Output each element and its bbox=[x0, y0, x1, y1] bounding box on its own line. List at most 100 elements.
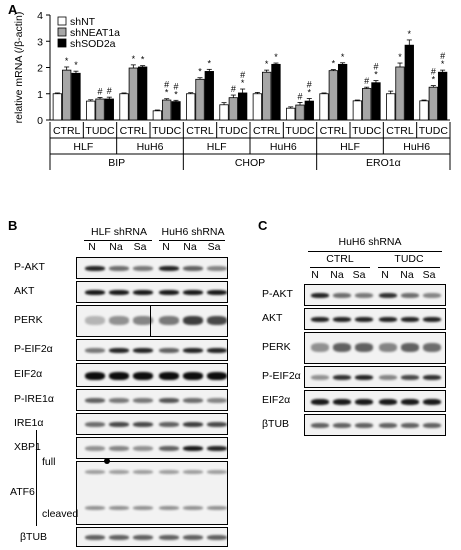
significance-mark: * bbox=[374, 70, 378, 80]
panel-b-band bbox=[109, 446, 129, 451]
panel-b-band bbox=[85, 470, 105, 474]
panel-b-band bbox=[207, 446, 227, 451]
panel-b-blot-row bbox=[76, 281, 228, 303]
panel-b-band bbox=[183, 290, 203, 295]
panel-b-blot-row bbox=[76, 339, 228, 361]
significance-mark: * bbox=[241, 78, 245, 88]
bar bbox=[162, 99, 172, 121]
significance-mark: * bbox=[398, 52, 402, 62]
bar bbox=[52, 93, 63, 121]
bar bbox=[219, 104, 229, 121]
panel-b-band bbox=[133, 372, 153, 380]
panel-b-band bbox=[133, 446, 153, 451]
panel-c-band bbox=[311, 375, 329, 380]
panel-b-band bbox=[85, 506, 105, 510]
panel-c-blot-row bbox=[304, 332, 446, 364]
panel-b-band bbox=[133, 535, 153, 540]
panel-b-band bbox=[109, 348, 129, 353]
panel-c-band bbox=[355, 317, 373, 322]
significance-mark: * bbox=[198, 67, 202, 77]
cond-label: TUDC bbox=[419, 125, 449, 137]
cond-label: TUDC bbox=[219, 125, 249, 137]
bar bbox=[152, 110, 163, 121]
panel-b-group2-line bbox=[159, 240, 225, 241]
panel-b-band bbox=[207, 506, 227, 510]
panel-b-blot-row bbox=[76, 437, 228, 459]
panel-b-blot-row bbox=[76, 257, 228, 279]
panel-c-band bbox=[379, 375, 397, 380]
panel-c-row-label: EIF2α bbox=[262, 394, 291, 406]
legend-label: shNT bbox=[70, 16, 96, 28]
panel-b-band bbox=[85, 535, 105, 540]
panel-b-row-label: IRE1α bbox=[14, 417, 44, 429]
panel-b-band bbox=[109, 470, 129, 474]
panel-b-band bbox=[85, 372, 105, 380]
cond-label: CTRL bbox=[120, 125, 148, 137]
panel-b-row-label: PERK bbox=[14, 314, 43, 326]
panel-c-band bbox=[311, 293, 329, 298]
panel-b-blot-row bbox=[76, 389, 228, 411]
panel-b-row-label: P-IRE1α bbox=[14, 393, 54, 405]
bar bbox=[171, 101, 181, 121]
bar bbox=[86, 100, 96, 121]
panel-b-lane: Na bbox=[109, 241, 123, 253]
panel-c-title-line bbox=[308, 251, 442, 252]
cell-label: HLF bbox=[207, 141, 227, 153]
panel-b-band bbox=[109, 506, 129, 510]
panel-a-chart: 0 1 2 3 4 relative mRNA (/β-actin) shNTshNEAT1… bbox=[13, 10, 451, 170]
panel-b-band bbox=[183, 535, 203, 540]
panel-b-band bbox=[85, 290, 105, 295]
panel-c-group2-line bbox=[378, 267, 440, 268]
panel-c-band bbox=[423, 343, 441, 352]
panel-b-last-row-label: βTUB bbox=[20, 531, 48, 543]
significance-mark: # bbox=[231, 84, 236, 94]
panel-b-band bbox=[207, 470, 227, 474]
cond-label: TUDC bbox=[352, 125, 382, 137]
legend-label: shNEAT1a bbox=[70, 27, 120, 39]
legend-swatch bbox=[57, 16, 67, 26]
cond-label: CTRL bbox=[386, 125, 414, 137]
panel-b-row-label: P-AKT bbox=[14, 261, 45, 273]
panel-b-row-label: XBP1 bbox=[14, 441, 41, 453]
panel-c-band bbox=[333, 399, 351, 405]
cell-label: HuH6 bbox=[270, 141, 297, 153]
panel-b-band bbox=[207, 348, 227, 353]
cell-label: HLF bbox=[73, 141, 93, 153]
panel-c-band bbox=[379, 317, 397, 322]
significance-mark: # bbox=[97, 86, 102, 96]
cond-label: CTRL bbox=[320, 125, 348, 137]
panel-c-group1-line bbox=[310, 267, 370, 268]
panel-b-band bbox=[159, 290, 179, 295]
panel-c-row-label: PERK bbox=[262, 341, 291, 353]
panel-c-band bbox=[401, 399, 419, 405]
bar bbox=[419, 100, 429, 121]
panel-b-band bbox=[109, 398, 129, 403]
panel-b-atf6-full: full bbox=[42, 456, 56, 468]
panel-c-band bbox=[423, 375, 441, 380]
panel-b-band bbox=[109, 290, 129, 295]
panel-b-group2-label: HuH6 shRNA bbox=[161, 226, 225, 238]
bar bbox=[237, 92, 248, 121]
bar bbox=[371, 82, 381, 121]
panel-c-band bbox=[423, 399, 441, 405]
significance-mark: * bbox=[408, 29, 412, 39]
panel-b-band bbox=[133, 316, 153, 325]
panel-c-band bbox=[401, 375, 419, 380]
gene-label: ERO1α bbox=[366, 157, 401, 169]
cond-label: TUDC bbox=[285, 125, 315, 137]
significance-mark: * bbox=[308, 87, 312, 97]
panel-b-band bbox=[109, 266, 129, 271]
panel-b-band bbox=[133, 398, 153, 403]
panel-c-lane: Sa bbox=[352, 269, 366, 281]
significance-mark: # bbox=[164, 80, 169, 90]
panel-b-blot-row bbox=[76, 461, 228, 525]
panel-b-blot-row bbox=[76, 527, 228, 547]
panel-b-blot-row bbox=[76, 305, 228, 337]
panel-b-band bbox=[133, 422, 153, 427]
panel-c-band bbox=[333, 423, 351, 428]
legend-label: shSOD2a bbox=[70, 38, 116, 50]
panel-b-band bbox=[183, 506, 203, 510]
bar bbox=[295, 104, 305, 121]
significance-mark: * bbox=[432, 75, 436, 85]
